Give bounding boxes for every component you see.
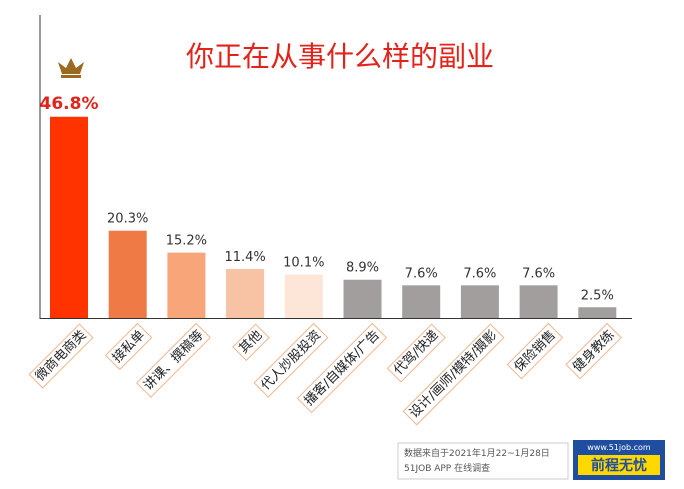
- bar: [108, 230, 147, 318]
- chart-title: 你正在从事什么样的副业: [186, 40, 494, 73]
- source-text: 51JOB APP 在线调查: [404, 462, 490, 474]
- x-tick-box: [232, 323, 270, 362]
- source-box: [397, 442, 569, 480]
- bar: [50, 116, 88, 318]
- x-tick-box: [104, 322, 153, 371]
- bar: [167, 252, 206, 318]
- value-label: 7.6%: [405, 266, 438, 281]
- bar: [460, 285, 499, 318]
- value-label: 15.2%: [166, 234, 207, 249]
- bar: [226, 268, 265, 318]
- x-tick-box: [402, 323, 505, 426]
- x-tick-box: [253, 322, 329, 398]
- crown-base: [61, 75, 81, 78]
- bar: [578, 307, 617, 318]
- value-label: 8.9%: [346, 261, 379, 276]
- source-text: 数据来自于2021年1月22~1月28日: [404, 447, 550, 459]
- bar: [343, 279, 382, 318]
- x-tick-box: [565, 322, 622, 380]
- x-tick-box: [296, 322, 388, 414]
- bar: [519, 285, 558, 318]
- x-tick-box: [506, 322, 564, 380]
- value-label: 20.3%: [107, 212, 148, 227]
- value-label: 7.6%: [522, 266, 555, 281]
- logo-plate: [578, 455, 660, 475]
- x-tick-box: [28, 323, 94, 389]
- x-tick: 接私单: [104, 322, 153, 371]
- value-label: 10.1%: [283, 256, 324, 271]
- bar: [284, 274, 323, 318]
- value-label: 2.5%: [581, 288, 614, 303]
- logo-name: 前程无忧: [591, 457, 647, 474]
- x-tick-box: [136, 322, 212, 398]
- x-tick-box: [386, 323, 446, 383]
- value-label: 11.4%: [224, 250, 265, 265]
- logo-url: www.51job.com: [587, 443, 651, 452]
- bar: [402, 285, 441, 318]
- value-label: 46.8%: [40, 94, 99, 114]
- value-label: 7.6%: [463, 266, 496, 281]
- crown-icon: [58, 58, 84, 74]
